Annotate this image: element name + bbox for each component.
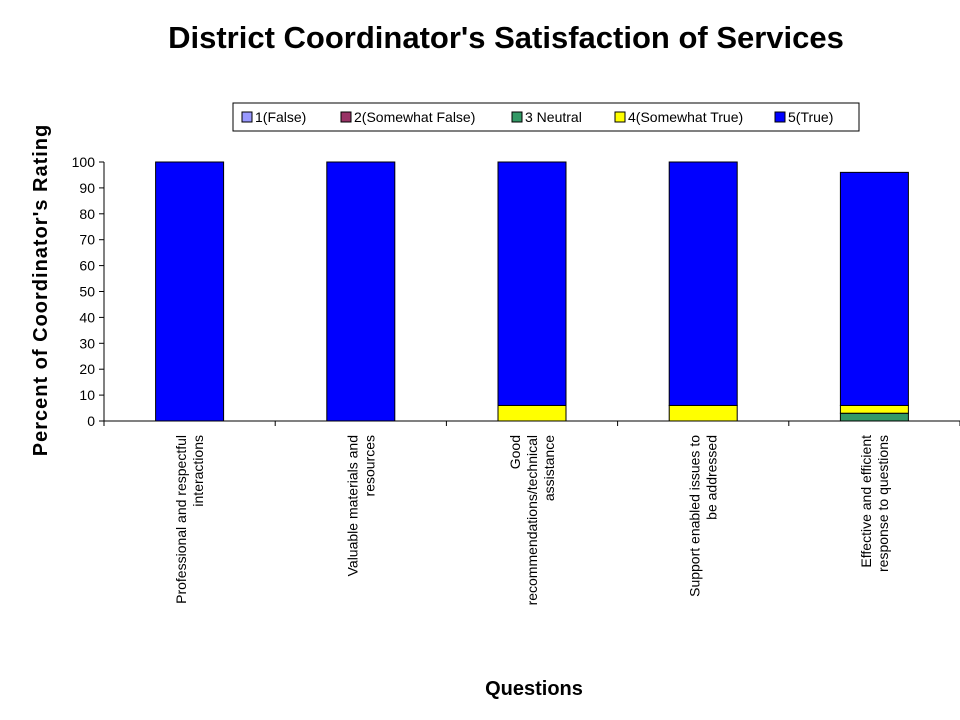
y-tick-label: 20 (79, 361, 95, 377)
legend-swatch (241, 111, 253, 123)
legend-entry-2: 2(Somewhat False) (340, 109, 475, 125)
x-category-label-2: Valuable materials and resources (344, 435, 377, 576)
x-category-label-line: assistance (541, 435, 557, 501)
y-tick-label: 100 (72, 154, 96, 170)
y-tick-label: 80 (79, 206, 95, 222)
legend: 1(False) 2(Somewhat False) 3 Neutral 4(Some… (232, 102, 860, 132)
legend-entry-1: 1(False) (241, 109, 306, 125)
x-category-label-1: Professional and respectful interactions (173, 435, 206, 604)
bar-segment-5-series-4 (839, 404, 909, 414)
y-tick-label: 0 (87, 413, 95, 429)
x-category-label-line: Valuable materials and (344, 435, 360, 576)
y-tick-label: 50 (79, 284, 95, 300)
bar-segment-4-series-5 (668, 161, 738, 406)
legend-entry-5: 5(True) (774, 109, 833, 125)
x-category-label-line: response to questions (875, 435, 891, 572)
x-category-label-line: resources (361, 435, 377, 496)
legend-entry-3: 3 Neutral (511, 109, 582, 125)
x-category-label-line: Good (507, 435, 523, 469)
y-axis-title: Percent of Coordinator's Rating (30, 124, 52, 456)
chart-title: District Coordinator's Satisfaction of S… (168, 20, 844, 55)
legend-label: 5(True) (788, 109, 833, 125)
x-category-label-line: interactions (190, 435, 206, 507)
x-category-label-line: Effective and efficient (858, 435, 874, 568)
axes (99, 161, 960, 426)
x-category-label-3: Good recommendations/technical assistance (507, 435, 557, 606)
y-tick-label: 10 (79, 387, 95, 403)
legend-label: 1(False) (255, 109, 306, 125)
legend-swatch (340, 111, 352, 123)
x-category-labels: Professional and respectful interactions V… (173, 435, 891, 606)
bar-segment-4-series-4 (668, 404, 738, 422)
x-axis-title: Questions (485, 678, 583, 700)
legend-box (232, 102, 860, 132)
legend-label: 3 Neutral (525, 109, 582, 125)
y-tick-label: 90 (79, 180, 95, 196)
x-category-label-line: Support enabled issues to (687, 435, 703, 597)
bar-segment-5-series-3 (839, 412, 909, 422)
legend-label: 2(Somewhat False) (354, 109, 475, 125)
bar-segment-5-series-5 (839, 171, 909, 406)
bar-segment-3-series-4 (497, 404, 567, 422)
legend-swatch (614, 111, 626, 123)
y-tick-label: 60 (79, 258, 95, 274)
x-category-label-line: Professional and respectful (173, 435, 189, 604)
bar-segment-2-series-5 (326, 161, 396, 422)
legend-swatch (511, 111, 523, 123)
x-category-label-line: recommendations/technical (524, 435, 540, 605)
x-category-label-4: Support enabled issues to be addressed (687, 435, 720, 597)
bars (155, 161, 909, 422)
y-tick-label: 40 (79, 309, 95, 325)
legend-label: 4(Somewhat True) (628, 109, 743, 125)
x-category-label-line: be addressed (704, 435, 720, 520)
legend-swatch (774, 111, 786, 123)
bar-segment-1-series-5 (155, 161, 225, 422)
y-tick-label: 30 (79, 335, 95, 351)
legend-entry-4: 4(Somewhat True) (614, 109, 743, 125)
bar-segment-3-series-5 (497, 161, 567, 406)
x-category-label-5: Effective and efficient response to quest… (858, 435, 891, 572)
plot-area: 0 10 20 30 40 50 60 70 80 90 100 Professional and … (72, 154, 960, 605)
y-tick-labels: 0 10 20 30 40 50 60 70 80 90 100 (72, 154, 96, 429)
y-tick-label: 70 (79, 232, 95, 248)
